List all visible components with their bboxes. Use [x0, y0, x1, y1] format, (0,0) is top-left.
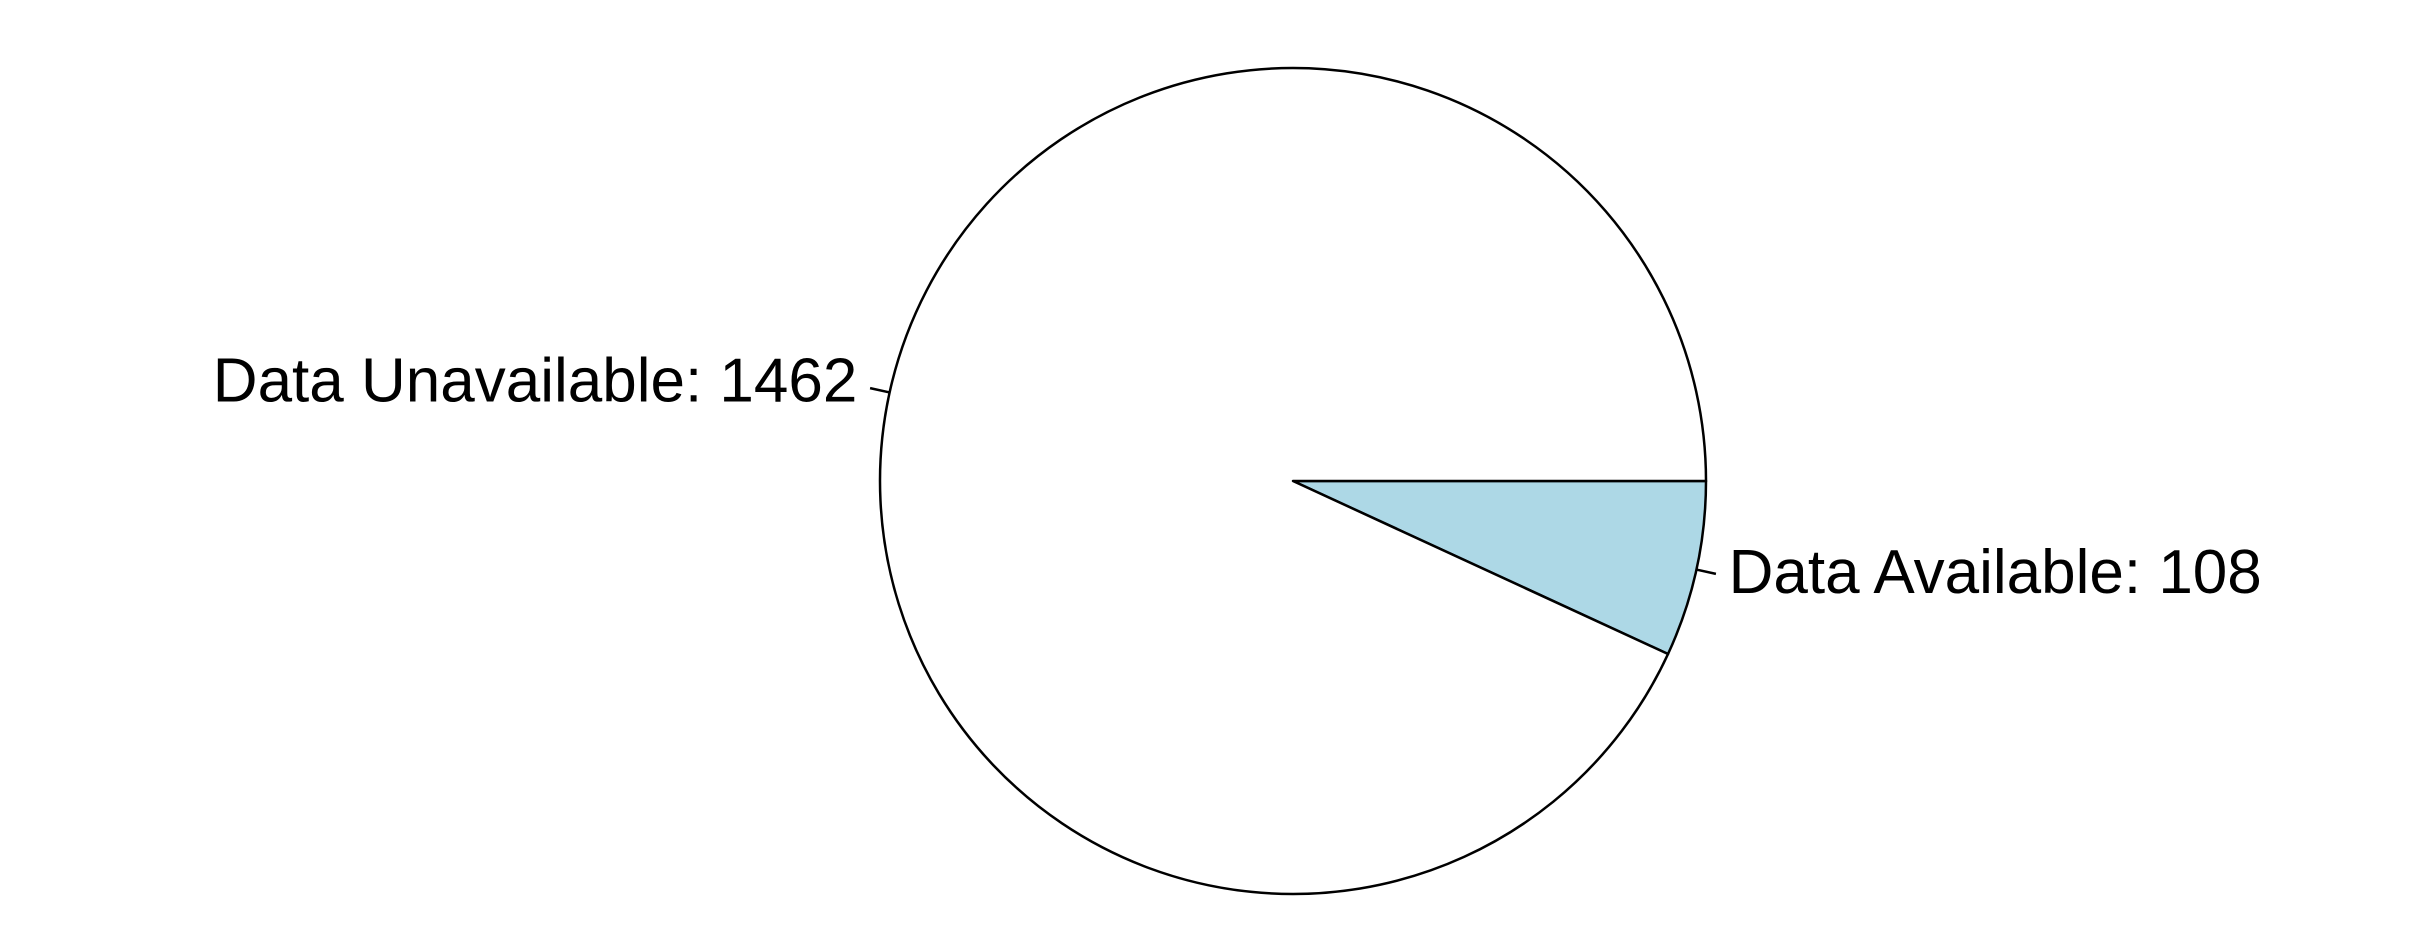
slice-labels: Data Available: 108 Data Unavailable: 146… — [213, 347, 2262, 607]
label-tick-data-available — [1696, 568, 1717, 576]
label-tick-data-unavailable — [869, 386, 890, 394]
pie-slice-data-unavailable — [878, 66, 1708, 896]
pie-slices — [878, 66, 1708, 896]
slice-label-data-available: Data Available: 108 — [1729, 538, 2262, 607]
slice-label-data-unavailable: Data Unavailable: 1462 — [213, 347, 858, 416]
pie-slice-data-available — [1291, 479, 1708, 656]
label-ticks — [869, 386, 1717, 576]
